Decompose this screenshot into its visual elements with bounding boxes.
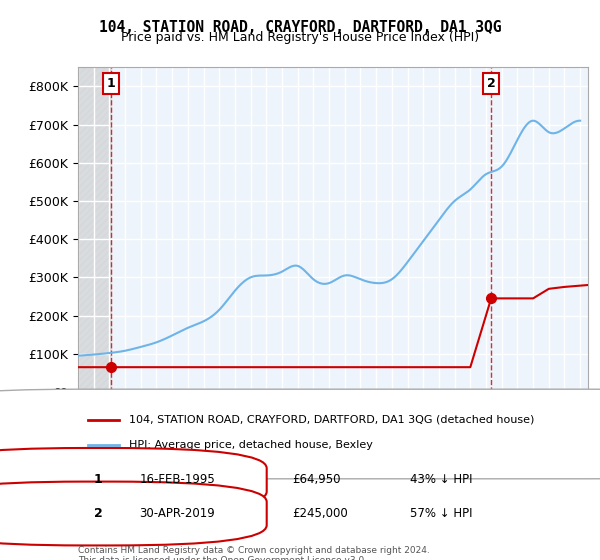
Text: 2: 2 (94, 507, 103, 520)
Text: 104, STATION ROAD, CRAYFORD, DARTFORD, DA1 3QG: 104, STATION ROAD, CRAYFORD, DARTFORD, D… (99, 20, 501, 35)
Text: £245,000: £245,000 (292, 507, 348, 520)
FancyBboxPatch shape (0, 448, 266, 512)
Text: Contains HM Land Registry data © Crown copyright and database right 2024.
This d: Contains HM Land Registry data © Crown c… (78, 546, 430, 560)
Text: Price paid vs. HM Land Registry's House Price Index (HPI): Price paid vs. HM Land Registry's House … (121, 31, 479, 44)
Bar (78, 67, 111, 392)
Text: 16-FEB-1995: 16-FEB-1995 (139, 473, 215, 487)
Text: 30-APR-2019: 30-APR-2019 (139, 507, 215, 520)
Text: 1: 1 (107, 77, 116, 90)
Text: 1: 1 (94, 473, 103, 487)
Text: 57% ↓ HPI: 57% ↓ HPI (409, 507, 472, 520)
Text: HPI: Average price, detached house, Bexley: HPI: Average price, detached house, Bexl… (129, 440, 373, 450)
FancyBboxPatch shape (0, 389, 600, 479)
Text: 2: 2 (487, 77, 496, 90)
Text: £64,950: £64,950 (292, 473, 341, 487)
FancyBboxPatch shape (0, 482, 266, 545)
Text: 43% ↓ HPI: 43% ↓ HPI (409, 473, 472, 487)
Text: 104, STATION ROAD, CRAYFORD, DARTFORD, DA1 3QG (detached house): 104, STATION ROAD, CRAYFORD, DARTFORD, D… (129, 415, 535, 425)
